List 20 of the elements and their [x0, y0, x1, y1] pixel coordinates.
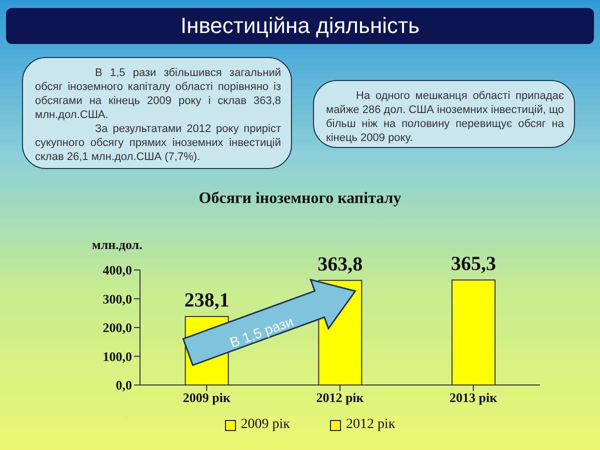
data-label: 363,8: [318, 253, 363, 276]
text: За результатами 2012 року приріст сукупного обсягу прямих іноземних інвестицій склав 26,1 млн.дол.США (7,7%).: [35, 122, 281, 164]
y-tick-label: 200,0: [102, 320, 132, 336]
x-tick-label: 2012 рік: [316, 390, 364, 406]
text: На одного мешканця області припадає майже 286 дол. США іноземних інвестицій, що більш ніж на половину перевищує обсяг на кінець 2009 року.: [326, 89, 564, 145]
text: 2009 рік: [240, 417, 290, 433]
text: 2012 рік: [346, 417, 396, 433]
annotation: В 1,5 рази: [228, 312, 296, 351]
x-tick-label: 2013 рік: [450, 390, 498, 406]
y-tick-label: 100,0: [102, 348, 132, 364]
y-tick-label: 400,0: [102, 262, 132, 278]
data-label: 238,1: [184, 290, 230, 312]
text: В 1,5 рази збільшився загальний обсяг іноземного капіталу області порівняно із обсягами на кінець 2009 року і склав 363,8 млн.дол.США.: [35, 66, 281, 122]
y-axis-title: млн.дол.: [92, 237, 142, 253]
data-label: 365,3: [451, 252, 496, 275]
chart-title: Обсяги іноземного капіталу: [198, 190, 402, 208]
x-tick-label: 2009 рік: [182, 390, 231, 406]
y-tick-label: 0,0: [116, 378, 132, 393]
y-tick-label: 300,0: [102, 291, 132, 306]
text: Інвестиційна діяльність: [6, 8, 594, 44]
